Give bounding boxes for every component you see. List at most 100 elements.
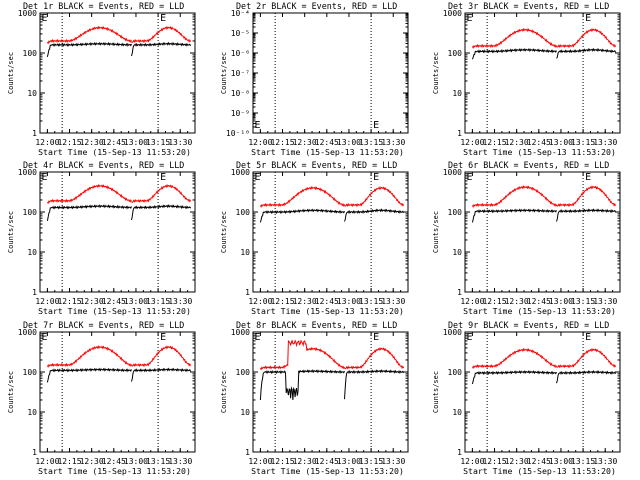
chart-1-title: Det 1r BLACK = Events, RED = LLD (23, 1, 184, 11)
chart-3-series-lld (471, 27, 617, 49)
chart-6-xtick-label: 13:30 (593, 297, 617, 306)
chart-8-ytick-label: 100 (236, 368, 251, 377)
chart-3-ytick-label: 100 (448, 49, 463, 58)
chart-3-xtick-label: 13:30 (593, 138, 617, 147)
chart-3-ytick-label: 1000 (443, 9, 462, 18)
chart-5-xtick-label: 12:00 (248, 297, 272, 306)
chart-1-xtick-label: 13:00 (124, 138, 148, 147)
chart-9-series-lld (471, 347, 617, 370)
chart-6-ytick-label: 1000 (443, 168, 462, 177)
chart-9-xtick-label: 13:30 (593, 457, 617, 466)
chart-4-xtick-label: 12:30 (80, 297, 104, 306)
chart-2-xtick-label: 13:15 (359, 138, 383, 147)
chart-1-frame (39, 12, 196, 134)
chart-3-title: Det 3r BLACK = Events, RED = LLD (448, 1, 609, 11)
chart-1-xtick-label: 13:15 (146, 138, 170, 147)
chart-8-xtick-label: 13:30 (381, 457, 405, 466)
chart-9-frame (464, 331, 621, 453)
chart-9-marker-e: E (466, 332, 472, 343)
chart-3-xtick-label: 12:30 (505, 138, 529, 147)
chart-7-xtick-label: 13:30 (168, 457, 192, 466)
chart-6-xtick-label: 12:15 (482, 297, 506, 306)
chart-6-xlabel: Start Time (15-Sep-13 11:53:20) (463, 306, 616, 316)
chart-5-ytick-label: 10 (240, 248, 250, 257)
chart-6-series-lld (471, 185, 617, 208)
chart-9-xtick-label: 13:00 (549, 457, 573, 466)
chart-7-ytick-label: 1000 (18, 328, 37, 337)
chart-1-xtick-label: 12:30 (80, 138, 104, 147)
chart-3-xlabel: Start Time (15-Sep-13 11:53:20) (463, 147, 616, 157)
chart-5-marker-e: E (373, 172, 379, 183)
chart-2-ytick-label: 10⁻⁸ (231, 89, 250, 98)
chart-2-marker-e: E (373, 120, 379, 131)
chart-2-ytick-label: 10⁻⁶ (231, 49, 250, 58)
chart-4-ytick-label: 10 (27, 248, 37, 257)
chart-9-xtick-label: 13:15 (571, 457, 595, 466)
chart-7-xtick-label: 13:00 (124, 457, 148, 466)
chart-7-frame (39, 331, 196, 453)
chart-1-xtick-label: 12:15 (57, 138, 81, 147)
chart-4-ytick-label: 100 (23, 208, 38, 217)
chart-6-frame (464, 171, 621, 293)
chart-4-xtick-label: 13:30 (168, 297, 192, 306)
chart-2-ytick-label: 10⁻¹⁰ (226, 129, 250, 138)
chart-6-ytick-label: 10 (452, 248, 462, 257)
chart-4-series-events (46, 204, 192, 221)
chart-5-xtick-label: 12:15 (270, 297, 294, 306)
chart-7-ytick-label: 100 (23, 368, 38, 377)
chart-4-series-lld (46, 183, 192, 205)
chart-1-marker-e: E (41, 13, 47, 24)
chart-5-frame (252, 171, 409, 293)
chart-8-xlabel: Start Time (15-Sep-13 11:53:20) (251, 466, 404, 476)
chart-9-series-events (471, 370, 617, 385)
chart-8-ylabel: Counts/sec (220, 371, 228, 413)
chart-7-xtick-label: 12:30 (80, 457, 104, 466)
chart-7-ytick-label: 10 (27, 408, 37, 417)
chart-9-marker-e: E (585, 332, 591, 343)
chart-1-ytick-label: 100 (23, 49, 38, 58)
chart-9-ytick-label: 10 (452, 408, 462, 417)
chart-8-series-lld (259, 339, 405, 371)
chart-9-ytick-label: 1000 (443, 328, 462, 337)
chart-2-xtick-label: 12:45 (315, 138, 339, 147)
chart-4-xtick-label: 12:45 (102, 297, 126, 306)
chart-8-xtick-label: 13:15 (359, 457, 383, 466)
chart-5-xtick-label: 13:30 (381, 297, 405, 306)
chart-1-series-lld (46, 25, 192, 45)
chart-6-ytick-label: 100 (448, 208, 463, 217)
chart-2-xtick-label: 13:30 (381, 138, 405, 147)
chart-2-ytick-label: 10⁻⁴ (231, 9, 250, 18)
chart-1-series-events (46, 41, 192, 58)
chart-2-xlabel: Start Time (15-Sep-13 11:53:20) (251, 147, 404, 157)
chart-3-frame (464, 12, 621, 134)
chart-3-xtick-label: 12:00 (460, 138, 484, 147)
chart-3-xtick-label: 13:15 (571, 138, 595, 147)
chart-4-ytick-label: 1 (32, 288, 37, 297)
chart-7-title: Det 7r BLACK = Events, RED = LLD (23, 320, 184, 330)
chart-8-ytick-label: 10 (240, 408, 250, 417)
chart-9-ytick-label: 100 (448, 368, 463, 377)
chart-7-ylabel: Counts/sec (7, 371, 15, 413)
chart-3-marker-e: E (466, 13, 472, 24)
chart-6-xtick-label: 12:45 (527, 297, 551, 306)
chart-4-marker-e: E (160, 172, 166, 183)
chart-8-series-events (259, 369, 405, 401)
chart-9-xtick-label: 12:00 (460, 457, 484, 466)
chart-1-marker-e: E (160, 13, 166, 24)
chart-8-marker-e: E (373, 332, 379, 343)
chart-4-frame (39, 171, 196, 293)
chart-3-xtick-label: 12:15 (482, 138, 506, 147)
chart-6-xtick-label: 12:00 (460, 297, 484, 306)
chart-5-xlabel: Start Time (15-Sep-13 11:53:20) (251, 306, 404, 316)
chart-7-xlabel: Start Time (15-Sep-13 11:53:20) (38, 466, 191, 476)
chart-8-xtick-label: 13:00 (337, 457, 361, 466)
chart-1-xtick-label: 12:45 (102, 138, 126, 147)
chart-9-xtick-label: 12:15 (482, 457, 506, 466)
chart-4-xtick-label: 13:15 (146, 297, 170, 306)
chart-2-ytick-label: 10⁻⁹ (231, 109, 250, 118)
chart-8-xtick-label: 12:00 (248, 457, 272, 466)
chart-8-ytick-label: 1 (245, 448, 250, 457)
chart-8-marker-e: E (254, 332, 260, 343)
chart-9-xtick-label: 12:30 (505, 457, 529, 466)
